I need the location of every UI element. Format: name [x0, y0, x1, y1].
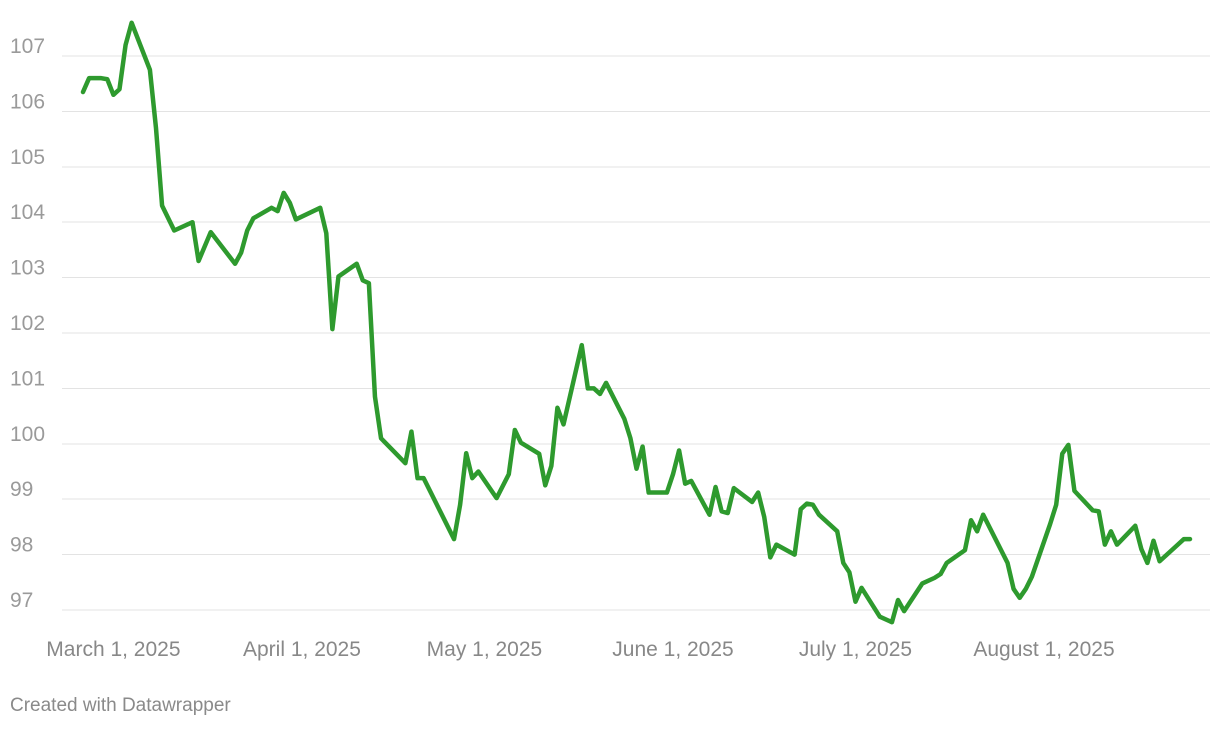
y-tick-label: 101 [10, 367, 45, 390]
series-lines [80, 20, 1193, 625]
line-chart: 97 98 99 100 101 102 103 104 105 106 107 March 1, … [10, 20, 1210, 661]
y-tick-label: 102 [10, 312, 45, 335]
y-tick-label: 97 [10, 589, 33, 612]
x-axis-labels: March 1, 2025 April 1, 2025 May 1, 2025 Jun… [46, 638, 1114, 661]
credit-text: Created with Datawrapper [10, 695, 231, 716]
y-tick-label: 107 [10, 35, 45, 58]
y-gridlines [62, 55, 1210, 611]
y-tick-label: 106 [10, 90, 45, 113]
x-tick-label: August 1, 2025 [973, 638, 1114, 661]
y-tick-label: 103 [10, 257, 45, 280]
y-tick-label: 105 [10, 146, 45, 169]
x-tick-label: July 1, 2025 [799, 638, 912, 661]
series-line [80, 20, 1193, 625]
x-tick-label: May 1, 2025 [427, 638, 543, 661]
x-tick-label: March 1, 2025 [46, 638, 180, 661]
y-tick-label: 98 [10, 534, 33, 557]
x-tick-label: June 1, 2025 [612, 638, 733, 661]
y-tick-label: 104 [10, 201, 45, 224]
x-tick-label: April 1, 2025 [243, 638, 361, 661]
y-tick-label: 99 [10, 478, 33, 501]
y-tick-label: 100 [10, 423, 45, 446]
y-axis-labels: 97 98 99 100 101 102 103 104 105 106 107 [10, 35, 45, 612]
